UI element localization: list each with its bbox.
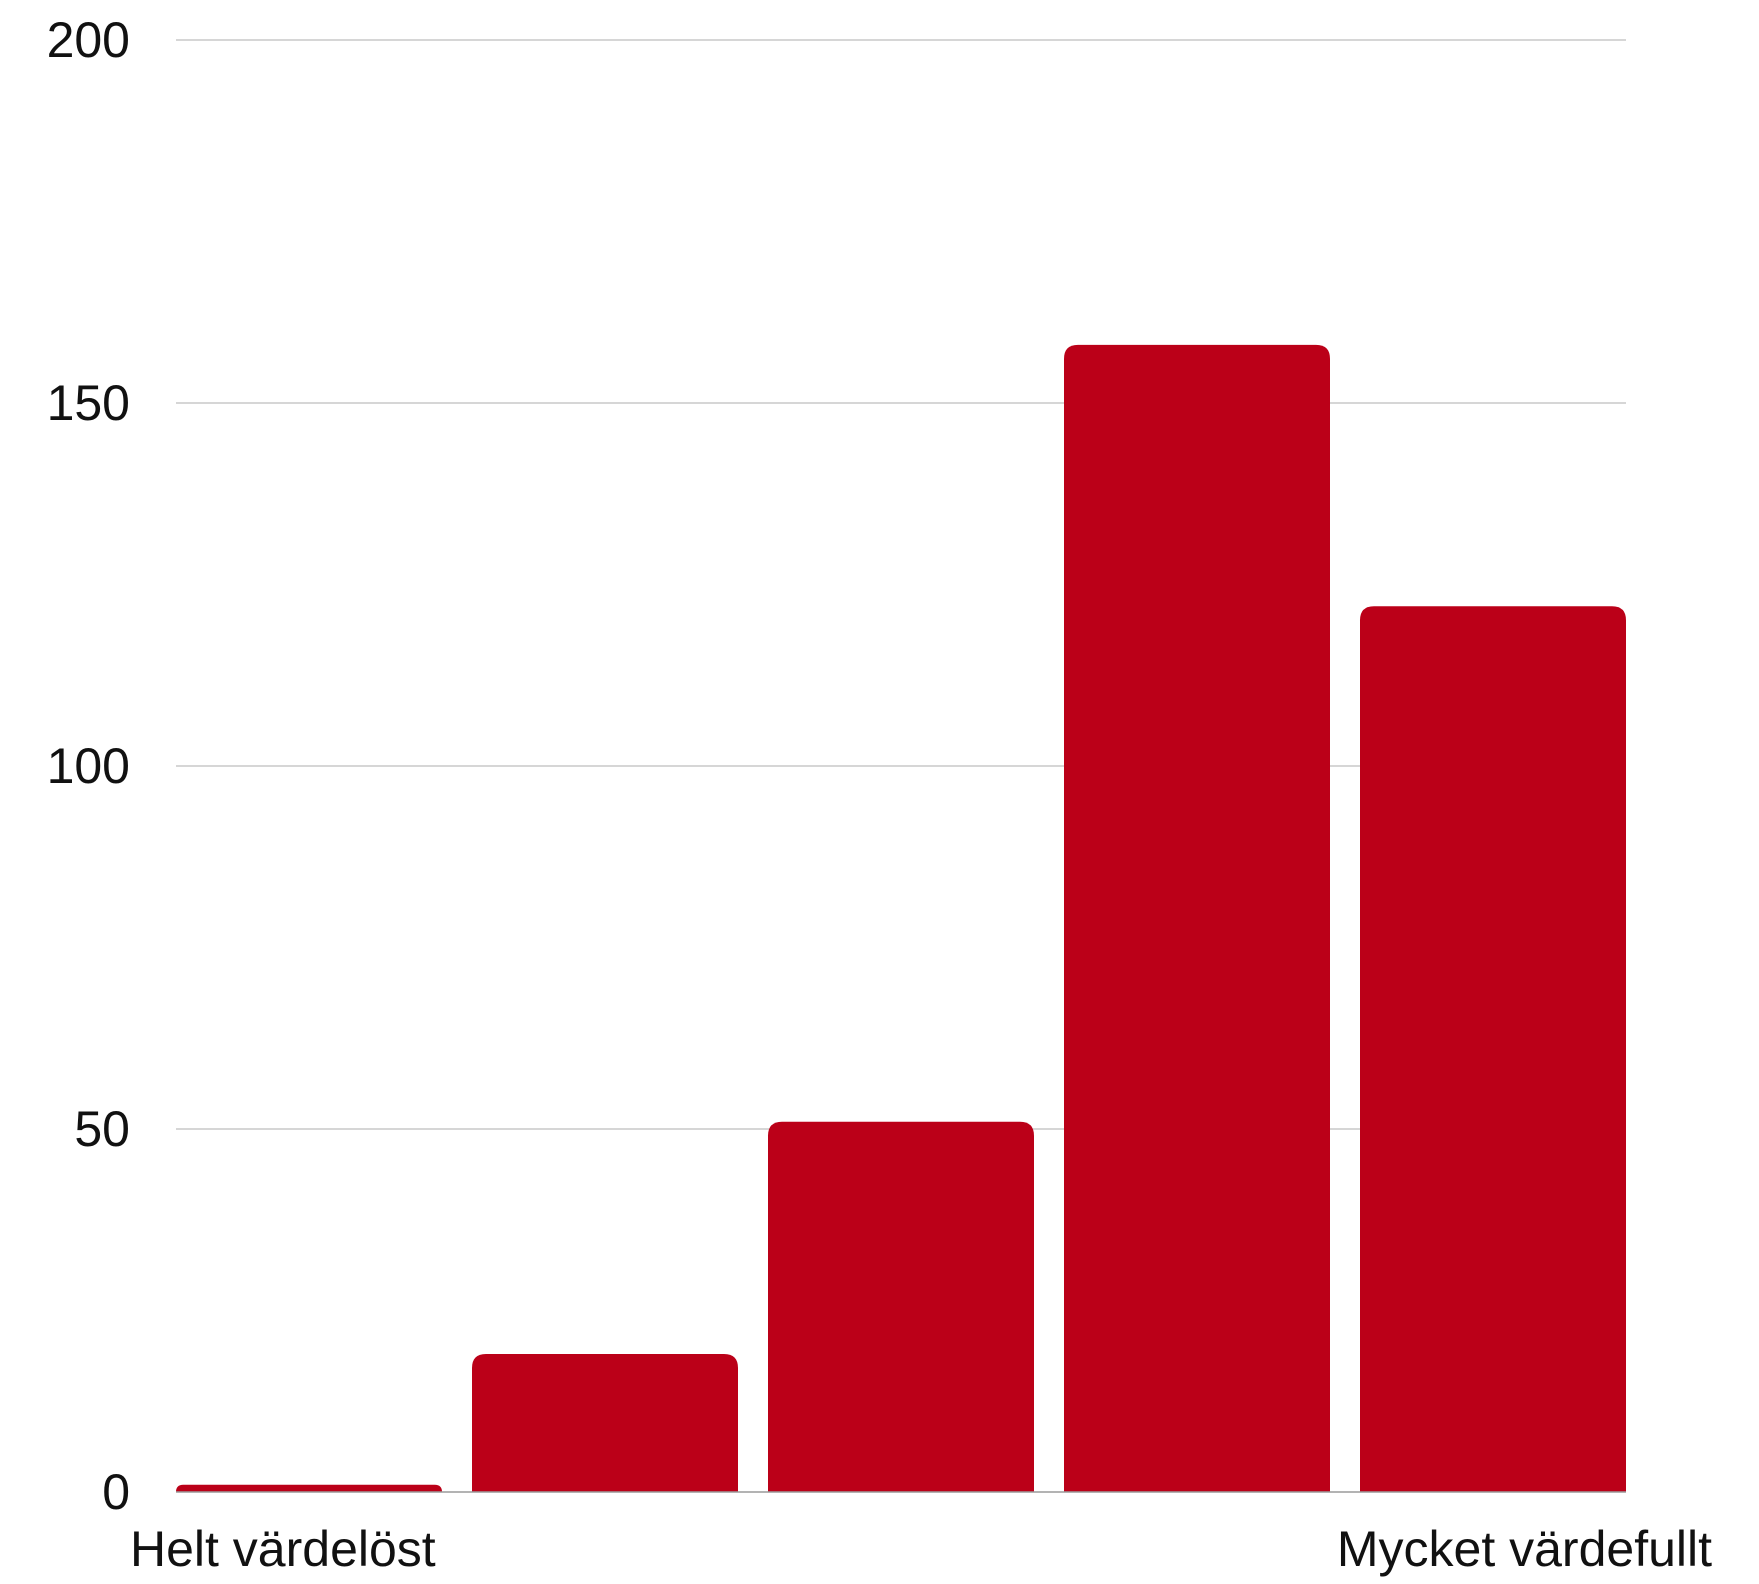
x-axis-label-right: Mycket värdefullt xyxy=(1337,1521,1712,1577)
bar xyxy=(1064,344,1330,1492)
y-tick-label: 0 xyxy=(102,1464,130,1520)
bar xyxy=(176,1484,442,1492)
y-axis-tick-labels: 0 50 100 150 200 xyxy=(47,12,130,1520)
bars xyxy=(176,344,1626,1492)
bar xyxy=(768,1121,1034,1492)
y-tick-label: 50 xyxy=(74,1101,130,1157)
bar xyxy=(472,1354,738,1492)
y-tick-label: 150 xyxy=(47,375,130,431)
x-axis-label-left: Helt värdelöst xyxy=(130,1521,436,1577)
y-tick-label: 200 xyxy=(47,12,130,68)
y-tick-label: 100 xyxy=(47,738,130,794)
bar xyxy=(1360,606,1626,1492)
